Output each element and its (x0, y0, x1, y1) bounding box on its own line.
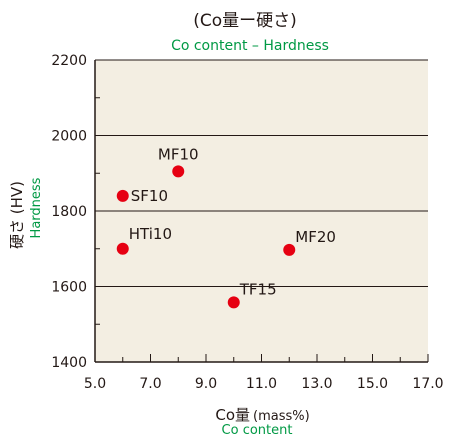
data-label-sf10: SF10 (131, 187, 168, 205)
x-ticks: 5.0 7.0 9.0 11.0 13.0 15.0 17.0 (84, 354, 444, 392)
x-tick-label-2: 9.0 (195, 376, 217, 392)
y-tick-label-2: 1800 (51, 204, 87, 220)
chart-title: (Co量ー硬さ) (193, 11, 297, 31)
grid-lines (95, 59, 428, 287)
y-axis-label-en: Hardness (29, 177, 44, 238)
data-points: MF10 SF10 HTi10 MF20 TF15 (116, 145, 336, 309)
data-point-sf10 (116, 189, 129, 202)
y-axis-label: 硬さ (HV) (8, 181, 26, 249)
data-point-tf15 (227, 296, 240, 309)
data-label-mf10: MF10 (158, 145, 199, 163)
data-point-mf20 (283, 243, 296, 256)
x-tick-label-4: 13.0 (301, 376, 332, 392)
y-tick-label-3: 2000 (51, 129, 87, 145)
data-label-tf15: TF15 (239, 280, 277, 298)
y-ticks: 1400 1600 1800 2000 2200 (51, 53, 103, 371)
data-label-mf20: MF20 (295, 228, 336, 246)
data-point-mf10 (172, 165, 185, 178)
x-tick-label-1: 7.0 (139, 376, 161, 392)
x-tick-label-6: 17.0 (412, 376, 443, 392)
data-point-hti10 (116, 242, 129, 255)
x-tick-label-0: 5.0 (84, 376, 106, 392)
x-tick-label-5: 15.0 (357, 376, 388, 392)
y-tick-label-1: 1600 (51, 280, 87, 296)
x-axis-label: Co量 (215, 406, 250, 424)
x-axis-label-text: Co量 (215, 406, 250, 424)
y-tick-label-4: 2200 (51, 53, 87, 69)
chart-subtitle: Co content – Hardness (171, 38, 329, 54)
x-axis-unit: (mass%) (253, 409, 310, 424)
x-axis-label-en: Co content (222, 423, 293, 438)
y-tick-label-0: 1400 (51, 355, 87, 371)
data-label-hti10: HTi10 (129, 225, 172, 243)
x-tick-label-3: 11.0 (246, 376, 277, 392)
